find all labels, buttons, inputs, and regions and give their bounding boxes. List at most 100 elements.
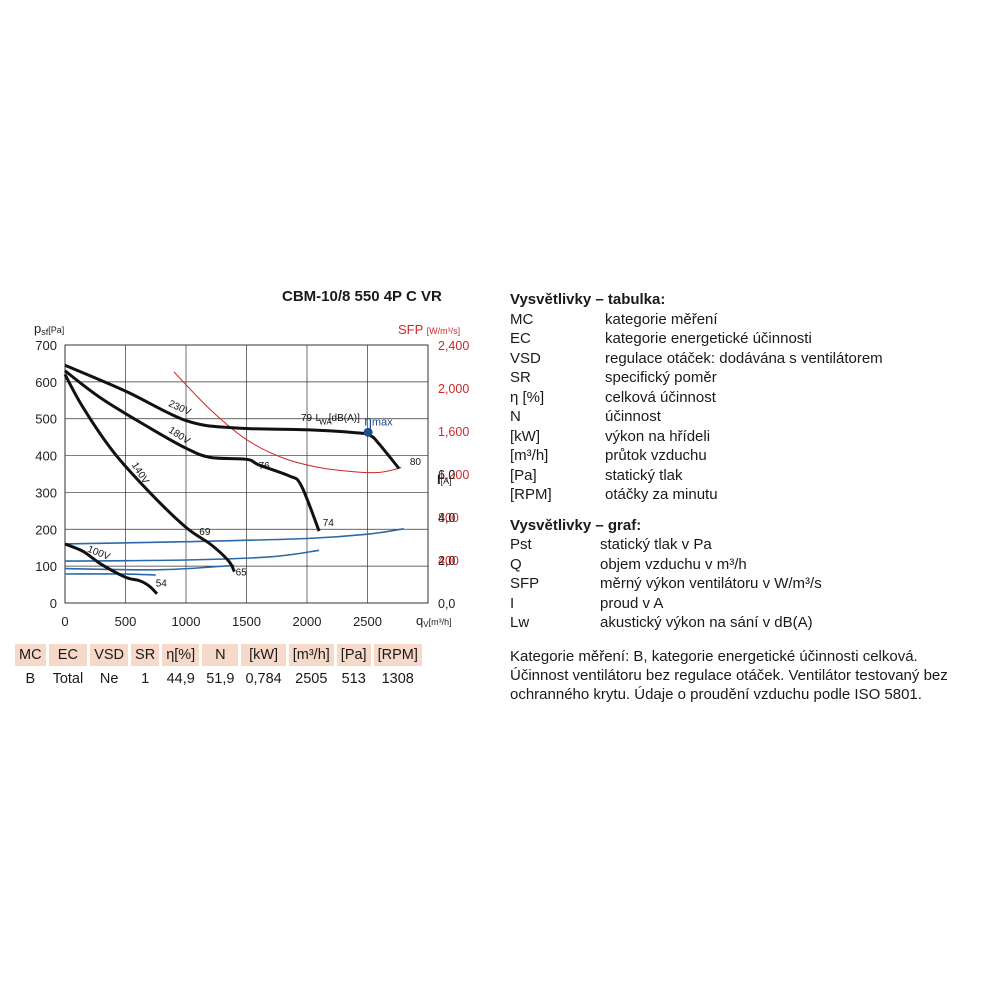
legend-text: specifický poměr: [605, 369, 717, 386]
legend-text: objem vzduchu v m³/h: [600, 555, 747, 573]
spec-header-sr: SR: [131, 644, 160, 666]
noise-label: 65: [236, 568, 248, 579]
y-tick-label: 700: [35, 338, 57, 353]
legend-text: měrný výkon ventilátoru v W/m³/s: [600, 575, 822, 592]
legend-graph-item: SFP měrný výkon ventilátoru v W/m³/s: [510, 574, 980, 594]
legend-table-item: EC kategorie energetické účinnosti: [510, 329, 980, 349]
legend-abbr: SFP: [510, 575, 540, 592]
spec-value-vsd: Ne: [99, 671, 119, 687]
spec-value-kw: 0,784: [245, 671, 282, 687]
noise-label: L: [315, 413, 321, 424]
legend-graph-item: Lw akustický výkon na sání v dB(A): [510, 613, 980, 633]
legend-abbr: SR: [510, 369, 531, 386]
x-axis-title: qV[m³/h]: [416, 613, 452, 629]
legend-abbr: VSD: [510, 349, 541, 367]
sfp-tick-label: 1,600: [438, 425, 469, 439]
legend-text: kategorie energetické účinnosti: [605, 330, 812, 347]
legend-text: kategorie měření: [605, 310, 718, 328]
sfp-layer: [173, 371, 402, 474]
legend-graph-item: Pst statický tlak v Pa: [510, 535, 980, 555]
sfp-tick-label: 400: [438, 554, 459, 568]
x-tick-label: 0: [61, 614, 68, 629]
legend-text: celková účinnost: [605, 388, 716, 406]
legend-note-category: Kategorie měření: B, kategorie energetic…: [510, 647, 918, 665]
legend-abbr: η [%]: [510, 388, 545, 406]
spec-header-mc: MC: [15, 644, 46, 666]
spec-table-header-row: MC EC VSD SR η[%] N [kW] [m³/h] [Pa] [RP…: [15, 644, 422, 666]
noise-label: 54: [156, 579, 168, 590]
spec-header-n: N: [202, 644, 239, 666]
noise-label: [dB(A)]: [329, 413, 360, 424]
x-tick-label: 2000: [293, 614, 322, 629]
legend-text: průtok vzduchu: [605, 447, 707, 464]
x-tick-label: 1000: [172, 614, 201, 629]
sfp-tick-label: 2,000: [438, 382, 469, 396]
legend-abbr: Lw: [510, 614, 530, 631]
legend-table-list: MC kategorie měření EC kategorie energetic…: [510, 310, 980, 505]
legend-abbr: [RPM]: [510, 486, 552, 503]
noise-label: 80: [410, 457, 422, 468]
eta-max-point: [363, 427, 373, 437]
chart-text-layer: 0 500 1000 1500 2000 2500 0 100 200 300 400 500 600 7…: [34, 321, 469, 629]
x-tick-label: 1500: [232, 614, 261, 629]
spec-value-sr: 1: [141, 671, 150, 687]
legend-table-item: η [%] celková účinnost: [510, 388, 980, 408]
spec-table: MC EC VSD SR η[%] N [kW] [m³/h] [Pa] [RP…: [12, 644, 425, 692]
legend-panel: Vysvětlivky – tabulka: MC kategorie měřen…: [510, 290, 980, 704]
sfp-tick-label: 800: [438, 511, 459, 525]
noise-label: 76: [259, 461, 271, 472]
x-tick-label: 2500: [353, 614, 382, 629]
legend-text: statický tlak v Pa: [600, 536, 712, 553]
noise-label: 69: [199, 527, 211, 538]
legend-table-item: [Pa] statický tlak: [510, 466, 980, 486]
chart-title: CBM-10/8 550 4P C VR: [282, 288, 442, 305]
y-tick-label: 400: [35, 449, 57, 464]
spec-value-pa: 513: [341, 671, 366, 687]
current-curve-i-100v: [64, 573, 156, 576]
plot-frame: [64, 344, 429, 604]
spec-header-eta: η[%]: [162, 644, 200, 666]
noise-label: 79: [301, 413, 313, 424]
y-tick-label: 0: [50, 596, 57, 611]
legend-text: účinnost: [605, 408, 661, 425]
legend-abbr: [Pa]: [510, 466, 537, 484]
legend-table-item: VSD regulace otáček: dodávána s ventiláto…: [510, 349, 980, 369]
legend-abbr: N: [510, 408, 521, 425]
legend-note-efficiency: Účinnost ventilátoru bez regulace otáček…: [510, 666, 948, 703]
noise-label: 74: [323, 518, 335, 529]
legend-text: statický tlak: [605, 466, 683, 484]
x-tick-label: 500: [115, 614, 137, 629]
legend-abbr: I: [510, 594, 515, 612]
noise-label: WA: [319, 418, 332, 427]
legend-text: regulace otáček: dodávána s ventilátorem: [605, 349, 883, 367]
legend-graph-title: Vysvětlivky – graf:: [510, 516, 642, 534]
spec-header-kw: [kW]: [241, 644, 286, 666]
spec-table-value-row: B Total Ne 1 44,9 51,9 0,784 2505 513 13…: [15, 666, 422, 692]
current-axis-title: I[A]: [437, 472, 452, 487]
legend-text: výkon na hřídeli: [605, 427, 711, 445]
legend-abbr: Pst: [510, 536, 532, 553]
spec-value-n: 51,9: [206, 671, 235, 687]
spec-header-vsd: VSD: [90, 644, 129, 666]
current-curve-i-230v: [64, 528, 404, 545]
sfp-axis-title: SFP [W/m³/s]: [398, 322, 460, 337]
current-curve-i-140v: [64, 564, 235, 571]
legend-table-title: Vysvětlivky – tabulka:: [510, 291, 666, 308]
spec-value-ec: Total: [52, 671, 84, 687]
legend-table-item: [RPM] otáčky za minutu: [510, 485, 980, 505]
y-axis-title: psf[Pa]: [34, 321, 64, 337]
spec-header-flow: [m³/h]: [288, 644, 334, 666]
current-tick-label: 6,0: [438, 468, 455, 482]
legend-notes: Kategorie měření: B, kategorie energetic…: [510, 647, 980, 704]
current-tick-label: 2,0: [438, 554, 455, 568]
legend-table-item: [m³/h] průtok vzduchu: [510, 446, 980, 466]
legend-table-item: SR specifický poměr: [510, 368, 980, 388]
legend-table-item: MC kategorie měření: [510, 310, 980, 330]
spec-header-pa: [Pa]: [336, 644, 371, 666]
legend-abbr: MC: [510, 310, 534, 328]
spec-value-flow: 2505: [295, 671, 328, 687]
